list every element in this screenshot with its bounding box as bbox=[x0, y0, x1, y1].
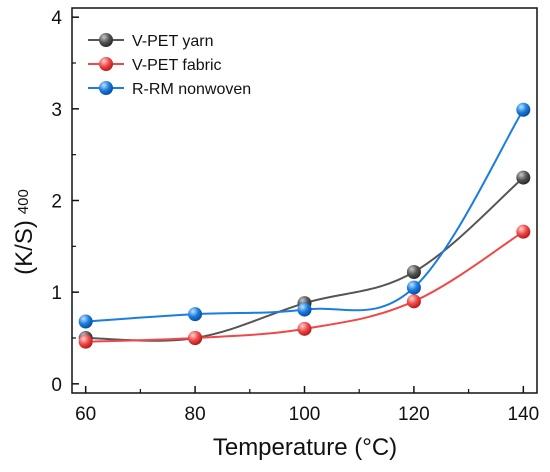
data-point bbox=[406, 265, 421, 279]
legend-marker bbox=[99, 57, 113, 71]
y-axis-title-main: (K/S) bbox=[11, 220, 38, 275]
y-axis-title: (K/S) 400 bbox=[11, 189, 38, 275]
legend-label: R-RM nonwoven bbox=[132, 81, 251, 98]
x-tick-label: 60 bbox=[75, 404, 96, 425]
y-tick-label: 4 bbox=[51, 8, 62, 29]
y-axis-title-subscript: 400 bbox=[15, 189, 32, 214]
data-point bbox=[516, 102, 531, 117]
data-point bbox=[406, 280, 421, 295]
legend-marker bbox=[99, 81, 113, 95]
x-tick-label: 140 bbox=[507, 404, 539, 425]
series-line bbox=[85, 109, 525, 323]
x-axis-title: Temperature (°C) bbox=[213, 434, 397, 461]
data-point bbox=[78, 314, 93, 329]
legend-label: V-PET yarn bbox=[132, 33, 214, 50]
legend-marker bbox=[99, 33, 113, 47]
y-tick-label: 1 bbox=[51, 283, 62, 304]
data-point bbox=[516, 170, 531, 185]
data-point bbox=[188, 331, 203, 345]
y-tick-label: 3 bbox=[51, 100, 62, 121]
data-point bbox=[297, 321, 312, 336]
data-point bbox=[297, 302, 312, 317]
x-tick-label: 80 bbox=[185, 404, 206, 425]
y-tick-label: 0 bbox=[51, 375, 62, 396]
marker-layer bbox=[78, 102, 531, 349]
data-point bbox=[406, 294, 421, 309]
x-tick-label: 120 bbox=[398, 404, 430, 425]
y-tick-label: 2 bbox=[51, 192, 62, 213]
data-point bbox=[516, 224, 531, 239]
y-axis-ticks: 0 1 2 3 4 bbox=[51, 8, 79, 396]
x-axis-ticks: 60 80 100 120 140 bbox=[75, 386, 539, 425]
data-point bbox=[78, 334, 93, 349]
legend: V-PET yarn V-PET fabric R-RM nonwoven bbox=[88, 33, 251, 98]
legend-label: V-PET fabric bbox=[132, 57, 222, 74]
data-point bbox=[188, 307, 203, 322]
x-tick-label: 100 bbox=[289, 404, 321, 425]
